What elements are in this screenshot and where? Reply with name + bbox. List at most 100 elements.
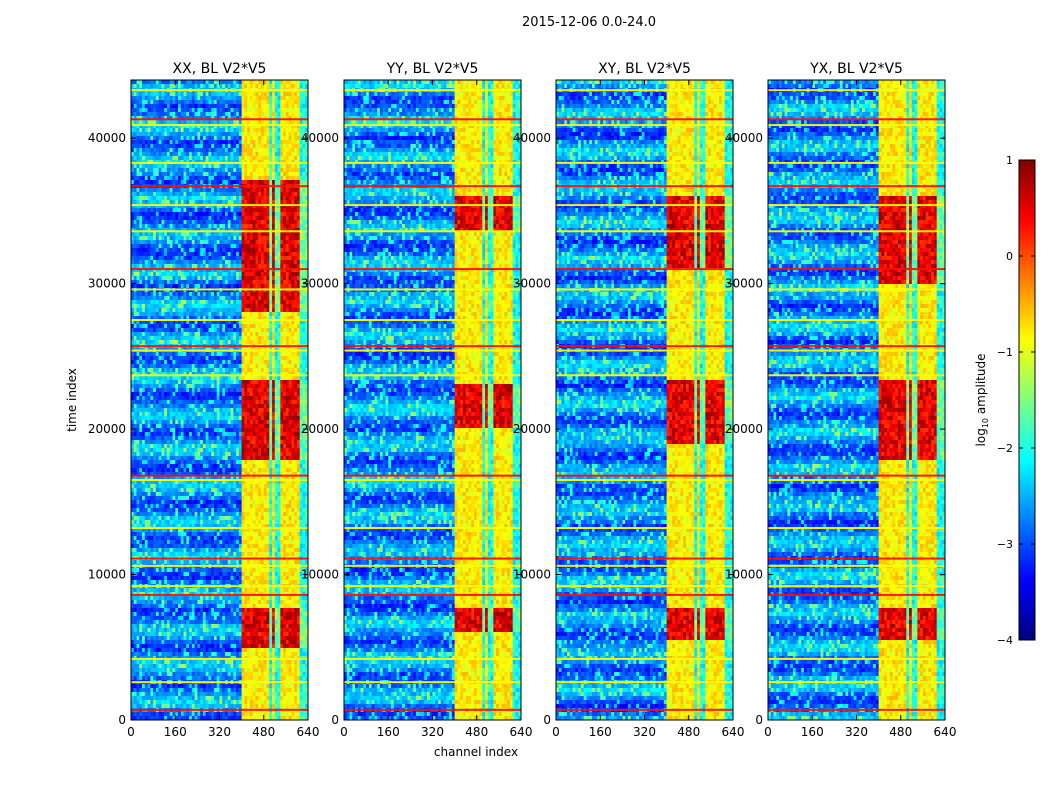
heatmap-cell [288, 196, 292, 201]
heatmap-cell [305, 176, 308, 181]
heatmap-cell [255, 312, 259, 317]
heatmap-cell [238, 232, 243, 237]
heatmap-cell [180, 148, 184, 153]
heatmap-cell [302, 264, 306, 269]
heatmap-cell [305, 296, 308, 301]
heatmap-cell [277, 216, 281, 221]
heatmap-cell [205, 316, 209, 321]
heatmap-cell [202, 340, 207, 345]
heatmap-cell [178, 156, 182, 161]
heatmap-cell [241, 360, 245, 365]
heatmap-cell [169, 252, 173, 257]
heatmap-cell [202, 256, 207, 261]
heatmap-cell [249, 116, 254, 121]
heatmap-cell [272, 352, 276, 357]
heatmap-cell [194, 172, 198, 177]
heatmap-cell [200, 368, 204, 373]
heatmap-cell [208, 108, 212, 113]
heatmap-cell [247, 168, 251, 173]
heatmap-cell [258, 328, 262, 333]
heatmap-cell [139, 148, 143, 153]
heatmap-cell [244, 336, 248, 341]
heatmap-cell [180, 80, 184, 85]
heatmap-cell [147, 364, 151, 369]
heatmap-cell [249, 264, 254, 269]
heatmap-cell [238, 384, 243, 389]
heatmap-cell [277, 256, 281, 261]
heatmap-cell [180, 232, 184, 237]
heatmap-cell [161, 332, 165, 337]
heatmap-cell [255, 388, 259, 393]
heatmap-cell [225, 236, 229, 241]
heatmap-cell [153, 352, 157, 357]
heatmap-cell [183, 196, 187, 201]
heatmap-cell [155, 372, 160, 377]
heatmap-cell [294, 104, 298, 109]
heatmap-cell [296, 136, 301, 141]
heatmap-cell [280, 120, 284, 125]
heatmap-cell [213, 128, 218, 133]
heatmap-cell [180, 304, 184, 309]
heatmap-cell [166, 384, 171, 389]
heatmap-cell [260, 80, 265, 85]
heatmap-cell [283, 156, 287, 161]
heatmap-cell [183, 120, 187, 125]
heatmap-cell [175, 96, 179, 101]
heatmap-cell [263, 280, 267, 285]
heatmap-cell [131, 328, 135, 333]
heatmap-cell [155, 236, 160, 241]
heatmap-cell [233, 308, 237, 313]
heatmap-cell [164, 364, 168, 369]
heatmap-cell [230, 296, 234, 301]
heatmap-cell [283, 240, 287, 245]
heatmap-cell [283, 384, 287, 389]
heatmap-cell [213, 152, 218, 157]
heatmap-cell [208, 180, 212, 185]
heatmap-cell [291, 144, 295, 149]
heatmap-cell [274, 356, 278, 361]
heatmap-cell [244, 92, 248, 97]
heatmap-cell [164, 340, 168, 345]
heatmap-cell [161, 368, 165, 373]
heatmap-cell [222, 304, 226, 309]
heatmap-cell [247, 236, 251, 241]
heatmap-cell [255, 200, 259, 205]
heatmap-cell [197, 252, 201, 257]
heatmap-cell [144, 156, 148, 161]
heatmap-cell [186, 312, 190, 317]
heatmap-cell [191, 212, 196, 217]
heatmap-cell [227, 252, 231, 257]
heatmap-cell [291, 128, 295, 133]
heatmap-cell [280, 156, 284, 161]
heatmap-cell [283, 280, 287, 285]
heatmap-cell [219, 228, 223, 233]
heatmap-cell [202, 120, 207, 125]
heatmap-cell [285, 332, 290, 337]
heatmap-cell [230, 388, 234, 393]
heatmap-cell [205, 276, 209, 281]
heatmap-cell [252, 376, 256, 381]
heatmap-cell [166, 284, 171, 289]
heatmap-cell [133, 244, 137, 249]
heatmap-cell [175, 168, 179, 173]
heatmap-cell [200, 132, 204, 137]
heatmap-cell [230, 268, 234, 273]
heatmap-cell [305, 276, 308, 281]
heatmap-cell [180, 112, 184, 117]
heatmap-cell [205, 168, 209, 173]
heatmap-cell [227, 108, 231, 113]
heatmap-cell [230, 116, 234, 121]
heatmap-cell [238, 144, 243, 149]
heatmap-cell [222, 144, 226, 149]
heatmap-cell [219, 216, 223, 221]
heatmap-cell [294, 316, 298, 321]
heatmap-cell [227, 376, 231, 381]
heatmap-cell [194, 112, 198, 117]
heatmap-cell [180, 96, 184, 101]
heatmap-cell [274, 264, 278, 269]
heatmap-cell [208, 100, 212, 105]
heatmap-cell [213, 248, 218, 253]
heatmap-cell [202, 140, 207, 145]
heatmap-cell [164, 300, 168, 305]
heatmap-cell [200, 256, 204, 261]
